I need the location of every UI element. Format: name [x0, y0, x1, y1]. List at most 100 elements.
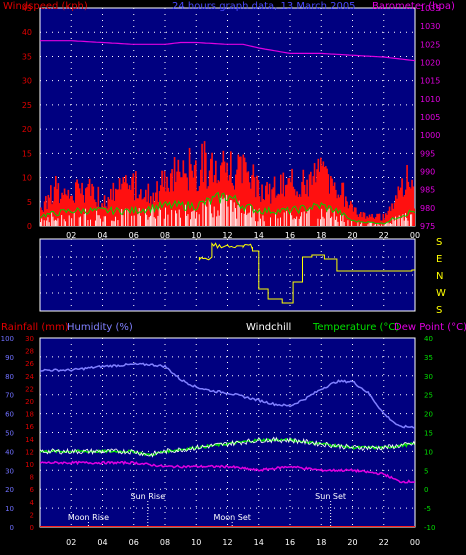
calm-bar: [216, 216, 218, 226]
gust-bar: [265, 185, 267, 226]
calm-bar: [375, 223, 376, 226]
annotation-label: Sun Set: [315, 492, 346, 501]
calm-bar: [163, 218, 165, 226]
calm-bar: [320, 219, 321, 226]
calm-bar: [97, 215, 99, 226]
calm-bar: [371, 222, 373, 226]
temperature-tick: 30: [424, 373, 433, 381]
temperature-tick: 15: [424, 430, 433, 438]
calm-bar: [303, 211, 305, 226]
gust-bar: [60, 198, 62, 226]
calm-bar: [133, 215, 135, 226]
calm-bar: [235, 208, 236, 226]
gust-bar: [166, 176, 168, 226]
rainfall-tick: 26: [25, 360, 34, 368]
calm-bar: [398, 215, 400, 226]
gust-bar: [157, 201, 160, 226]
barometer-tick: 1015: [420, 77, 440, 86]
calm-bar: [165, 207, 166, 226]
calm-bar: [333, 210, 335, 226]
rainfall-tick: 6: [30, 486, 35, 494]
calm-bar: [71, 218, 73, 226]
gust-bar: [402, 196, 405, 226]
calm-bar: [243, 213, 245, 226]
calm-bar: [122, 215, 124, 226]
calm-bar: [322, 216, 324, 226]
gust-bar: [186, 177, 188, 226]
gust-bar: [132, 173, 135, 226]
windspeed-label: Windspeed (kph): [3, 1, 88, 12]
calm-bar: [411, 214, 413, 226]
calm-bar: [251, 217, 253, 226]
calm-bar: [250, 205, 251, 226]
windspeed-tick: 15: [22, 149, 32, 158]
gust-bar: [310, 171, 312, 226]
wind-x-tick: 00: [410, 231, 420, 240]
gust-bar: [272, 187, 275, 226]
calm-bar: [367, 224, 369, 226]
calm-bar: [213, 206, 215, 226]
gust-bar: [120, 189, 122, 226]
gust-bar: [336, 198, 338, 226]
gust-bar: [256, 175, 258, 226]
calm-bar: [138, 208, 140, 226]
temperature-label: Temperature (°C): [312, 322, 399, 333]
calm-bar: [85, 208, 86, 226]
gust-bar: [291, 168, 293, 226]
rainfall-tick: 4: [30, 499, 35, 507]
gust-bar: [292, 186, 295, 226]
gust-bar: [75, 182, 77, 226]
gust-bar: [212, 182, 215, 226]
calm-bar: [158, 208, 160, 226]
gust-bar: [388, 206, 391, 226]
gust-bar: [67, 189, 70, 226]
calm-bar: [238, 200, 240, 226]
rainfall-tick: 28: [25, 348, 34, 356]
calm-bar: [393, 220, 395, 226]
gust-bar: [356, 214, 358, 226]
gust-bar: [386, 214, 388, 226]
rainfall-tick: 18: [25, 411, 34, 419]
calm-bar: [137, 214, 139, 226]
calm-bar: [111, 220, 113, 226]
gust-bar: [322, 161, 325, 226]
calm-bar: [117, 220, 119, 226]
gust-bar: [375, 217, 377, 226]
calm-bar: [403, 220, 405, 226]
calm-bar: [360, 224, 361, 226]
barometer-tick: 1035: [420, 4, 440, 13]
gust-bar: [282, 172, 285, 226]
calm-bar: [383, 224, 385, 226]
calm-bar: [226, 194, 228, 226]
gust-bar: [47, 194, 50, 226]
gust-bar: [63, 188, 66, 226]
windspeed-tick: 45: [22, 4, 32, 13]
rainfall-tick: 8: [30, 474, 34, 482]
calm-bar: [321, 208, 323, 226]
rainfall-tick: 2: [30, 511, 34, 519]
gust-bar: [271, 189, 273, 226]
gust-bar: [43, 201, 46, 226]
calm-bar: [210, 204, 211, 226]
gust-bar: [147, 183, 150, 226]
calm-bar: [230, 200, 231, 226]
wind-x-tick: 18: [316, 231, 326, 240]
wind-x-tick: 10: [191, 231, 201, 240]
calm-bar: [112, 220, 114, 226]
calm-bar: [96, 210, 98, 226]
gust-bar: [50, 185, 52, 226]
calm-bar: [220, 198, 221, 226]
calm-bar: [63, 219, 65, 226]
calm-bar: [258, 208, 260, 226]
gust-bar: [405, 189, 407, 226]
calm-bar: [231, 200, 233, 226]
gust-bar: [167, 187, 170, 226]
gust-bar: [316, 169, 318, 226]
gust-bar: [323, 166, 326, 226]
gust-bar: [41, 210, 43, 226]
gust-bar: [128, 185, 131, 226]
gust-bar: [302, 169, 305, 226]
calm-bar: [222, 199, 224, 226]
calm-bar: [227, 206, 229, 226]
gust-bar: [48, 197, 51, 226]
